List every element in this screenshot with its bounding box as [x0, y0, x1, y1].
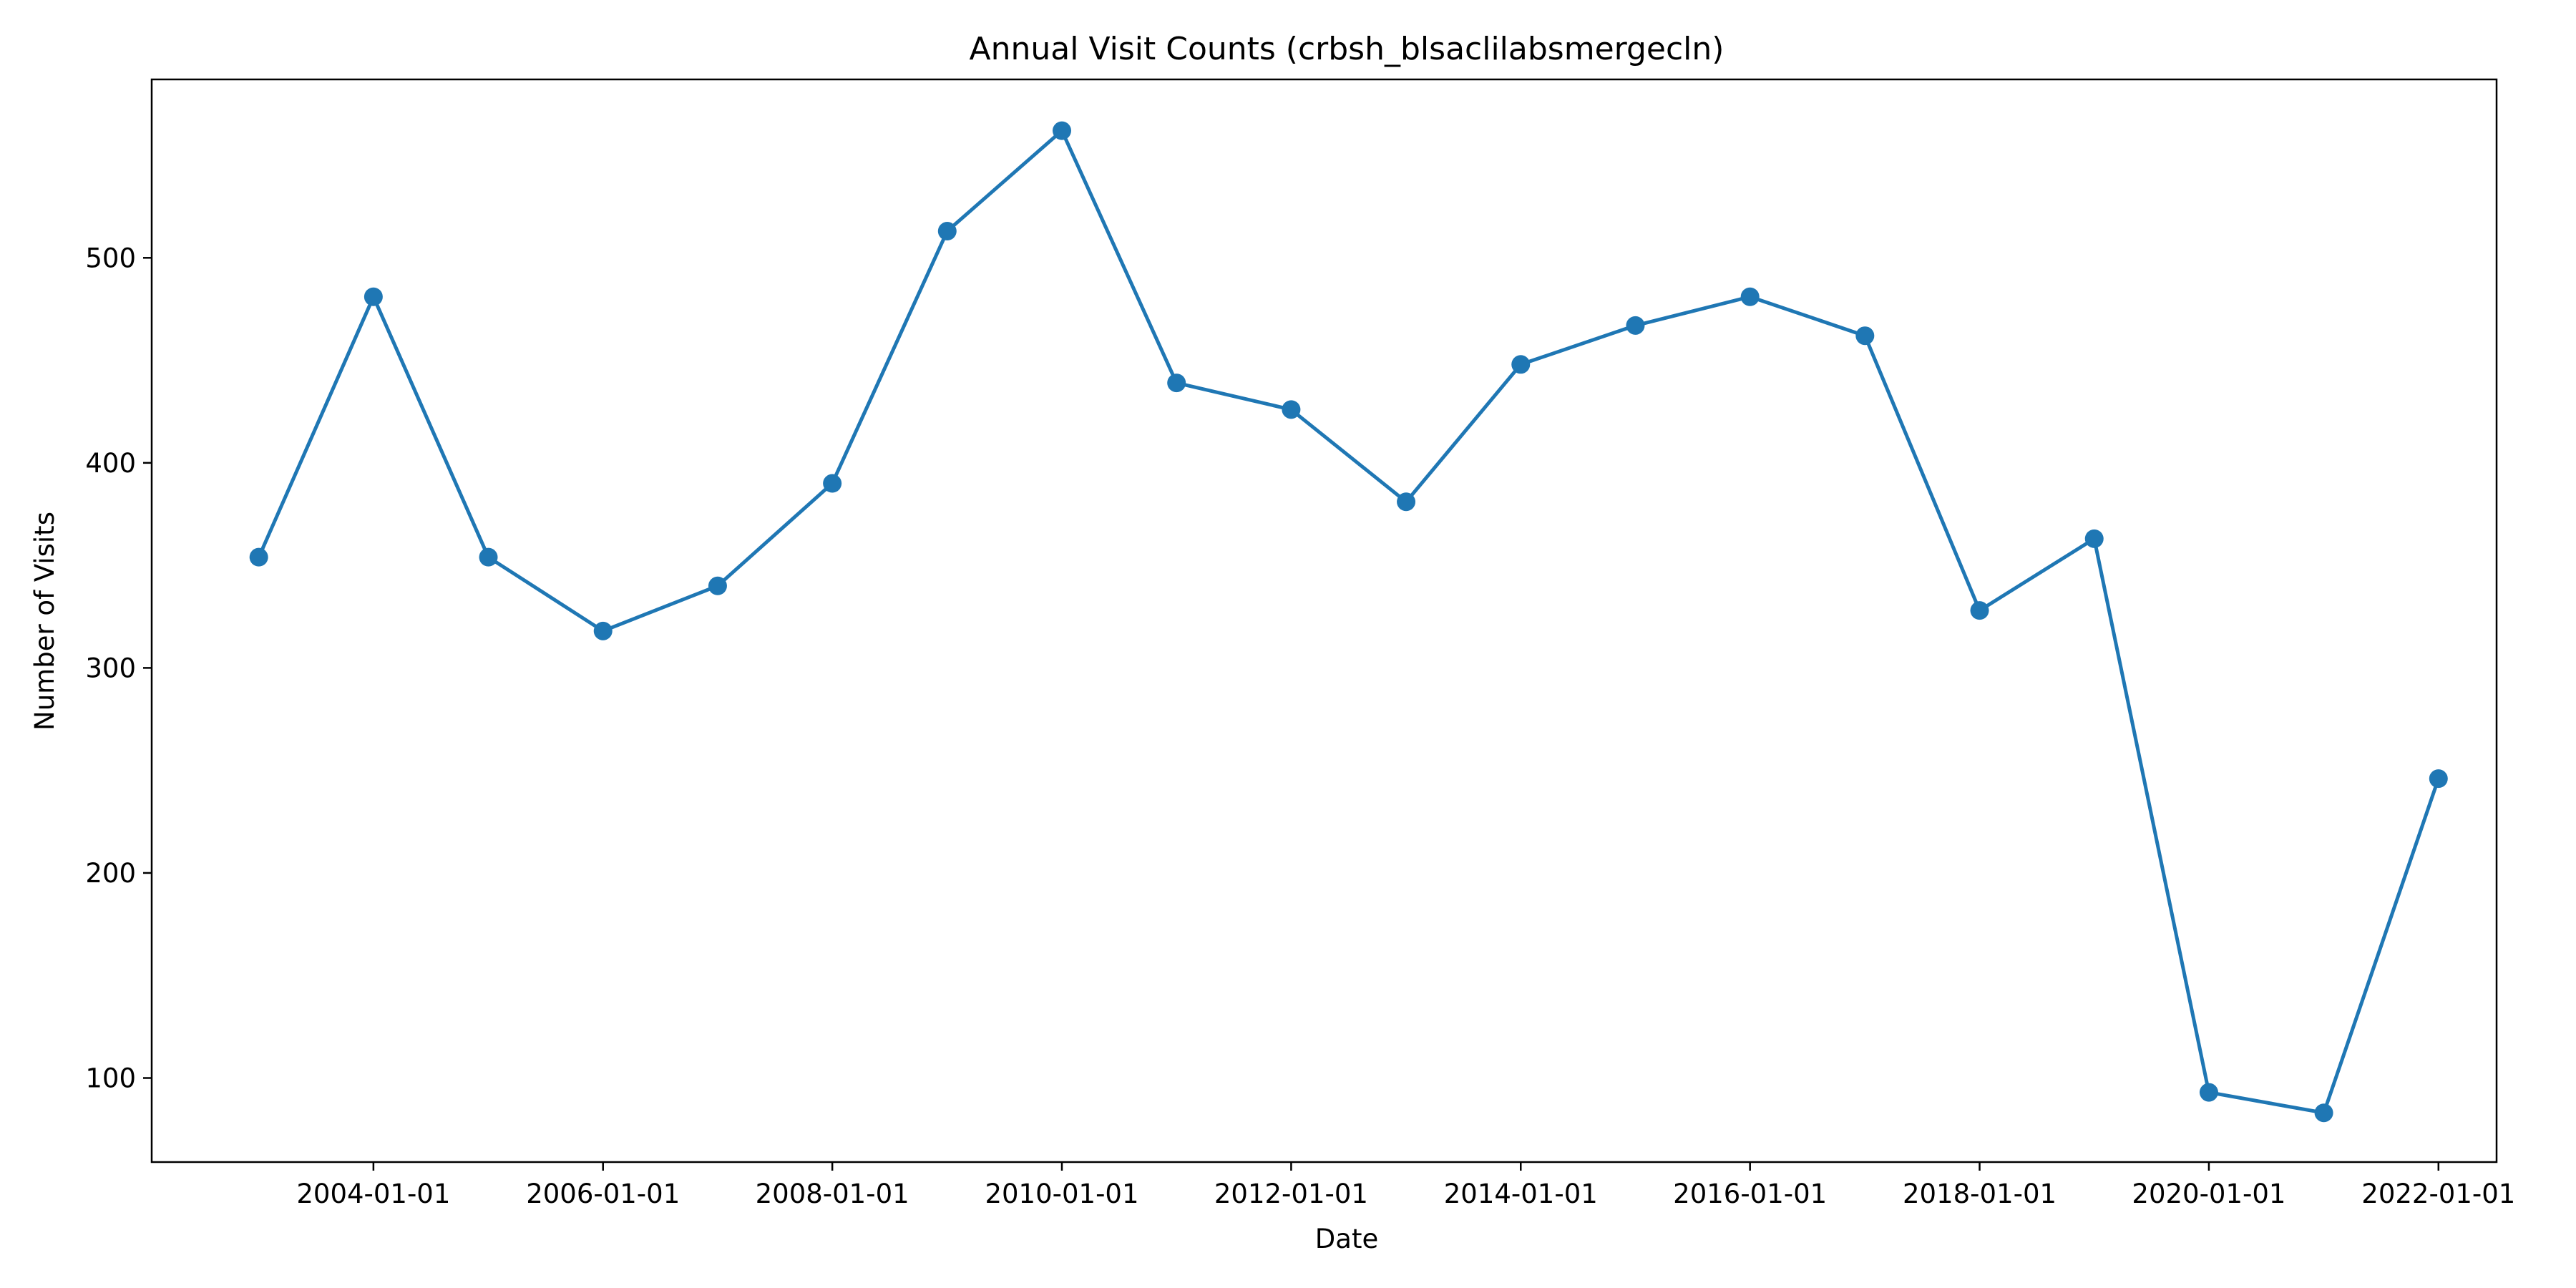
y-tick-label: 200 [85, 858, 136, 889]
data-point [823, 474, 842, 493]
x-tick-label: 2004-01-01 [296, 1179, 450, 1209]
data-point [2314, 1103, 2333, 1123]
x-tick-label: 2018-01-01 [1903, 1179, 2057, 1209]
x-tick-label: 2012-01-01 [1214, 1179, 1368, 1209]
data-point [2084, 529, 2104, 548]
data-point [1397, 492, 1416, 512]
data-point [937, 222, 957, 241]
x-tick-label: 2022-01-01 [2361, 1179, 2515, 1209]
y-tick-label: 300 [85, 653, 136, 683]
y-axis-label: Number of Visits [29, 512, 60, 731]
x-tick-label: 2008-01-01 [756, 1179, 909, 1209]
series-line [257, 129, 2441, 1115]
data-point [2199, 1083, 2218, 1102]
series-layer [249, 121, 2448, 1123]
y-tick-label: 400 [85, 448, 136, 479]
data-point [1855, 326, 1875, 346]
data-point [2429, 769, 2448, 789]
y-axis-ticks: 100 200 300 400 500 [85, 243, 152, 1094]
y-tick-label: 100 [85, 1063, 136, 1094]
x-tick-label: 2014-01-01 [1444, 1179, 1598, 1209]
x-axis-ticks: 2004-01-01 2006-01-01 2008-01-01 2010-01-01… [296, 1162, 2515, 1209]
data-point [708, 576, 727, 595]
data-point [1282, 400, 1301, 419]
data-point [1167, 374, 1186, 393]
plot-frame [150, 78, 2498, 1163]
data-point [1740, 287, 1760, 306]
plot-area [152, 79, 2497, 1162]
data-point [1511, 355, 1531, 374]
data-point [364, 287, 383, 306]
data-point [249, 547, 268, 567]
data-point [593, 621, 613, 640]
y-tick-label: 500 [85, 243, 136, 273]
x-tick-label: 2010-01-01 [985, 1179, 1138, 1209]
chart-title: Annual Visit Counts (crbsh_blsaclilabsme… [970, 31, 1724, 67]
x-tick-label: 2020-01-01 [2132, 1179, 2285, 1209]
data-point [1052, 121, 1071, 140]
data-point [479, 547, 498, 567]
x-tick-label: 2016-01-01 [1673, 1179, 1827, 1209]
x-axis-label: Date [1315, 1224, 1378, 1254]
x-tick-label: 2006-01-01 [526, 1179, 680, 1209]
data-point [1626, 316, 1645, 335]
data-point [1970, 601, 1989, 620]
